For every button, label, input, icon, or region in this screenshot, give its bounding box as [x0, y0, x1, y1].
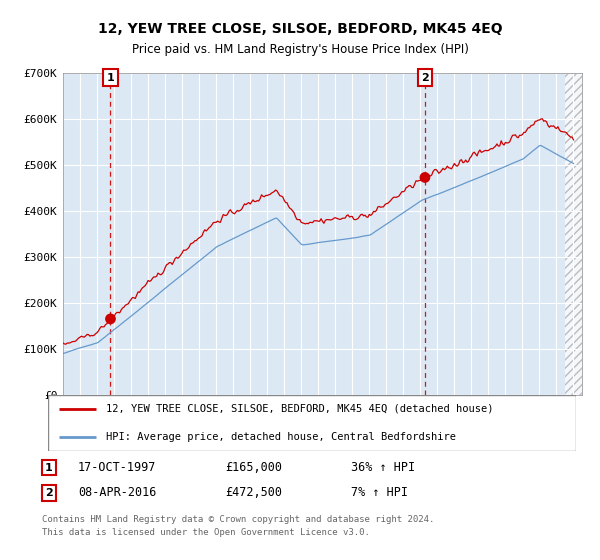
Text: 1: 1	[107, 73, 115, 83]
Text: 36% ↑ HPI: 36% ↑ HPI	[351, 461, 415, 474]
Text: Price paid vs. HM Land Registry's House Price Index (HPI): Price paid vs. HM Land Registry's House …	[131, 43, 469, 56]
Bar	[565, 73, 582, 395]
Text: 12, YEW TREE CLOSE, SILSOE, BEDFORD, MK45 4EQ: 12, YEW TREE CLOSE, SILSOE, BEDFORD, MK4…	[98, 22, 502, 36]
Text: 08-APR-2016: 08-APR-2016	[78, 486, 157, 500]
Text: This data is licensed under the Open Government Licence v3.0.: This data is licensed under the Open Gov…	[42, 528, 370, 537]
Text: HPI: Average price, detached house, Central Bedfordshire: HPI: Average price, detached house, Cent…	[106, 432, 456, 442]
Point	[420, 173, 430, 182]
Text: 2: 2	[45, 488, 53, 498]
Text: 1: 1	[45, 463, 53, 473]
Text: 7% ↑ HPI: 7% ↑ HPI	[351, 486, 408, 500]
Text: £165,000: £165,000	[225, 461, 282, 474]
Bar	[565, 73, 582, 395]
Text: 12, YEW TREE CLOSE, SILSOE, BEDFORD, MK45 4EQ (detached house): 12, YEW TREE CLOSE, SILSOE, BEDFORD, MK4…	[106, 404, 494, 414]
Text: Contains HM Land Registry data © Crown copyright and database right 2024.: Contains HM Land Registry data © Crown c…	[42, 515, 434, 524]
Text: £472,500: £472,500	[225, 486, 282, 500]
Text: 2: 2	[421, 73, 429, 83]
FancyBboxPatch shape	[48, 395, 576, 451]
Text: 17-OCT-1997: 17-OCT-1997	[78, 461, 157, 474]
Point	[106, 314, 115, 323]
